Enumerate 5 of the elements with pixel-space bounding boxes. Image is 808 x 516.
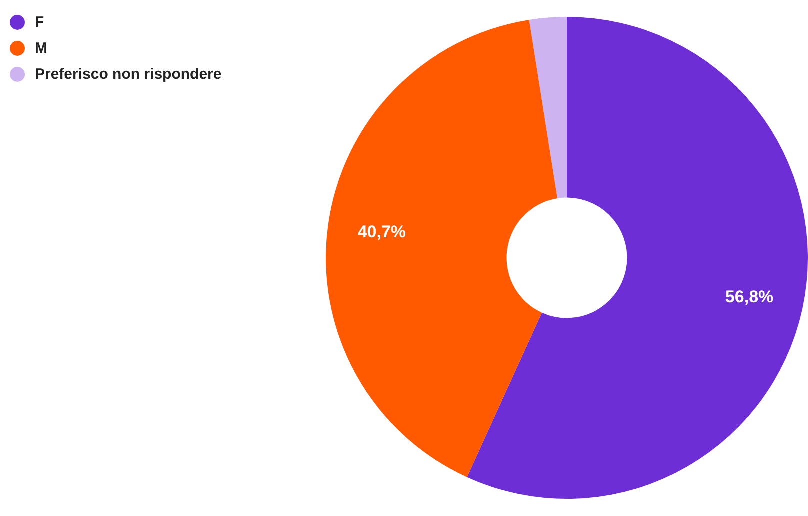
legend-label: M [35, 40, 48, 57]
data-label: 40,7% [358, 222, 406, 242]
legend-label: Preferisco non rispondere [35, 66, 222, 83]
legend-label: F [35, 14, 44, 31]
data-label: 56,8% [725, 287, 774, 306]
